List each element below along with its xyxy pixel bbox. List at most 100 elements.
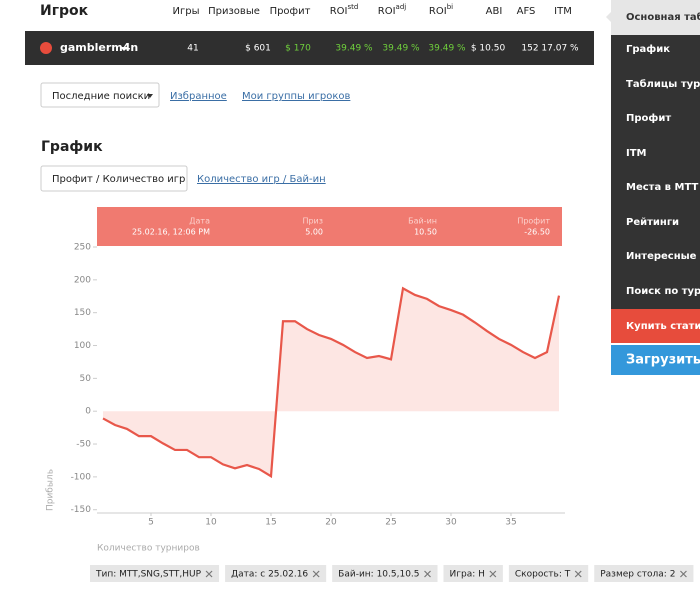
dropdown-arrow	[147, 94, 153, 98]
filter-chip[interactable]: Дата: с 25.02.16	[225, 565, 327, 582]
favorites-link[interactable]: Избранное	[170, 91, 227, 102]
player-value: 39.49 %	[335, 44, 373, 54]
column-base: ROI	[330, 6, 348, 17]
chip-close[interactable]	[489, 570, 497, 578]
player-value: 17.07 %	[541, 44, 579, 54]
chip-close[interactable]	[574, 570, 582, 578]
player-value: 39.49 %	[382, 44, 420, 54]
chip-label: Игра: H	[450, 570, 485, 580]
column-sup: bi	[447, 3, 453, 11]
sidebar-item[interactable]: ITM	[626, 148, 647, 159]
groups-link[interactable]: Мои группы игроков	[242, 91, 350, 102]
column-sup: adj	[396, 3, 407, 11]
chip-bg	[443, 565, 503, 582]
chip-bg	[594, 565, 694, 582]
tooltip-value: 5.00	[305, 228, 323, 237]
chip-label: Бай-ин: 10.5,10.5	[338, 570, 419, 580]
x-tick-label: 10	[205, 518, 217, 528]
column-sup: std	[347, 3, 358, 11]
poker-icon	[40, 42, 52, 54]
tooltip-value: -26.50	[524, 228, 550, 237]
player-value: $ 10.50	[471, 44, 506, 54]
column-header: Профит	[270, 6, 311, 17]
sidebar-item[interactable]: График	[626, 43, 670, 55]
tab-button[interactable]	[40, 165, 188, 192]
tab-link[interactable]: Количество игр / Бай-ин	[197, 174, 326, 185]
chip-close[interactable]	[424, 570, 431, 578]
player-value: 152	[521, 44, 538, 54]
sidebar	[611, 0, 700, 309]
sidebar-item[interactable]: Рейтинги	[626, 217, 679, 228]
player-value: $ 170	[285, 44, 311, 54]
line	[102, 286, 561, 479]
buy-label[interactable]: Купить статист	[626, 321, 700, 332]
chip-label: Размер стола: 2	[600, 570, 675, 580]
filter-chip[interactable]: Игра: H	[443, 565, 503, 582]
column-header: Игры	[173, 6, 200, 17]
column-header: ROIadj	[378, 3, 407, 17]
sidebar-item[interactable]: Основная табл	[626, 11, 700, 23]
column-header: ROIstd	[330, 3, 359, 17]
buy-button[interactable]	[611, 309, 700, 343]
tooltip-value: 10.50	[414, 228, 437, 237]
chip-close[interactable]	[205, 570, 213, 578]
tab-active[interactable]: Профит / Количество игр	[52, 174, 185, 185]
upload-button[interactable]	[611, 345, 700, 375]
y-tick-label: -150	[71, 505, 92, 515]
y-tick-label: -50	[76, 440, 91, 450]
column-header: ROIbi	[429, 3, 453, 17]
y-tick-label: 200	[74, 275, 91, 285]
chip-close[interactable]	[680, 570, 687, 578]
sidebar-item[interactable]: Места в MTT /	[626, 182, 700, 193]
player-name[interactable]: gamblerm4n	[60, 41, 138, 54]
filter-chip[interactable]: Бай-ин: 10.5,10.5	[332, 565, 438, 582]
chip-close[interactable]	[312, 570, 320, 578]
chip-label: Дата: с 25.02.16	[231, 570, 308, 580]
column-base: ROI	[429, 6, 447, 17]
sidebar-item[interactable]: Интересные ф	[626, 250, 700, 262]
tooltip	[97, 207, 562, 246]
player-value: 41	[187, 44, 198, 54]
tooltip-label: Бай-ин	[408, 217, 437, 226]
column-header: AFS	[517, 6, 536, 17]
x-tick-label: 35	[505, 518, 516, 528]
filter-chip[interactable]: Скорость: T	[508, 565, 589, 582]
tooltip-label: Дата	[189, 217, 210, 226]
sidebar-notch	[606, 12, 611, 22]
y-axis-label: Прибыль	[46, 469, 56, 511]
column-header: ABI	[486, 6, 503, 17]
chip-bg	[332, 565, 438, 582]
filter-chip[interactable]: Размер стола: 2	[594, 565, 694, 582]
dropdown-arrow[interactable]	[120, 47, 128, 51]
x-tick-label: 25	[385, 518, 396, 528]
player-value: 39.49 %	[428, 44, 466, 54]
sidebar-active[interactable]	[611, 0, 700, 35]
y-tick-label: 0	[85, 407, 91, 417]
x-tick-label: 5	[148, 518, 154, 528]
y-tick-label: 50	[80, 374, 92, 384]
tooltip-value: 25.02.16, 12:06 PM	[132, 228, 210, 237]
recent-button[interactable]	[40, 82, 160, 108]
x-tick-label: 20	[325, 518, 337, 528]
column-base: ROI	[378, 6, 396, 17]
header-title: Игрок	[40, 3, 89, 19]
tooltip-label: Приз	[302, 217, 323, 226]
chip-label: Скорость: T	[515, 570, 571, 580]
player-row	[25, 31, 594, 65]
filter-chip[interactable]: Тип: MTT,SNG,STT,HUP	[90, 565, 220, 582]
chip-bg	[508, 565, 589, 582]
column-header: Призовые	[208, 6, 260, 17]
y-tick-label: -100	[71, 472, 92, 482]
sidebar-item[interactable]: Поиск по турни	[626, 286, 700, 297]
sidebar-item[interactable]: Таблицы турни	[626, 78, 700, 90]
chip-bg	[90, 565, 220, 582]
x-axis-label: Количество турниров	[97, 544, 200, 554]
y-tick-label: 100	[74, 341, 91, 351]
sidebar-item[interactable]: Профит	[626, 112, 671, 124]
upload-label[interactable]: Загрузить Н	[626, 353, 700, 368]
chip-bg	[225, 565, 327, 582]
y-tick-label: 150	[74, 308, 91, 318]
x-tick-label: 30	[445, 518, 457, 528]
chip-label: Тип: MTT,SNG,STT,HUP	[95, 570, 202, 580]
